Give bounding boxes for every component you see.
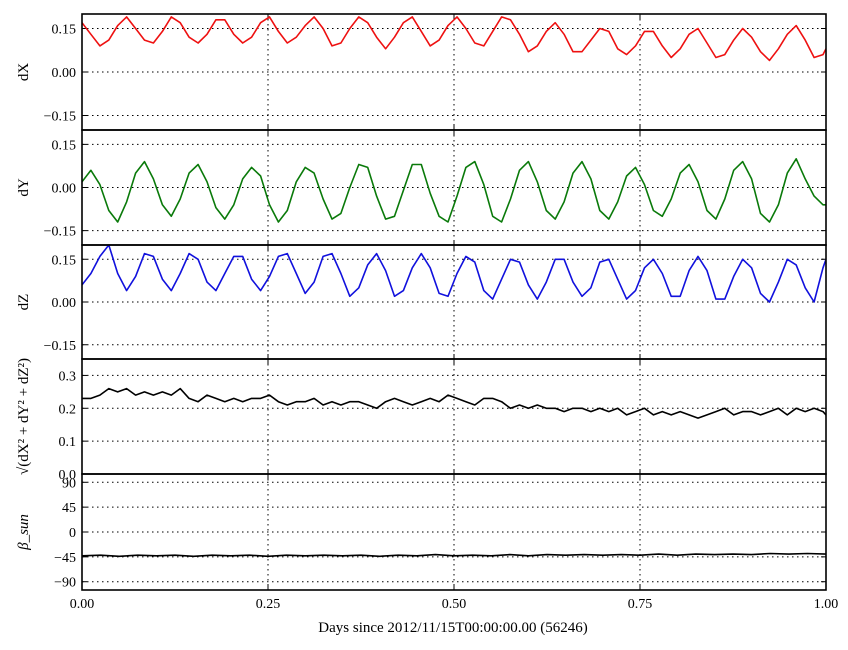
series-line-panel-2 <box>82 158 826 223</box>
y-axis-label: dX <box>16 63 32 82</box>
panel-frame <box>81 358 827 475</box>
y-tick-label: 0.0 <box>59 468 77 483</box>
panel-3: −0.15 0.00 0.15 dZ <box>16 244 827 360</box>
x-tick-label: 0.75 <box>628 597 653 612</box>
panel-5: −90 −45 0 45 90 β_sun <box>16 473 827 591</box>
panel-frame <box>81 473 827 591</box>
y-tick-label: 90 <box>62 476 76 491</box>
y-tick-label: 0.00 <box>52 182 77 197</box>
y-tick-label: 0.3 <box>59 369 77 384</box>
y-tick-label: −0.15 <box>44 110 76 125</box>
x-tick-label: 0.00 <box>70 597 95 612</box>
y-tick-label: −90 <box>54 576 76 591</box>
y-tick-label: 0.00 <box>52 296 77 311</box>
y-tick-label: 0.00 <box>52 66 77 81</box>
y-tick-label: −0.15 <box>44 339 76 354</box>
series-line-panel-3 <box>82 245 826 303</box>
panel-2: −0.15 0.00 0.15 dY <box>16 129 827 246</box>
panel-frame <box>81 244 827 360</box>
y-tick-label: 0 <box>69 526 76 541</box>
y-tick-label: 45 <box>62 501 76 516</box>
y-tick-label: −0.15 <box>44 225 76 240</box>
y-axis-label: √(dX² + dY² + dZ²) <box>16 358 32 475</box>
chart-panels: −0.150.000.15dX−0.150.000.15dY−0.150.000… <box>16 13 839 612</box>
y-axis-label: dZ <box>16 294 32 311</box>
y-axis-label: dY <box>16 178 32 197</box>
panel-4: 0.0 0.1 0.2 0.3 √(dX² + dY² + dZ²) <box>16 358 827 483</box>
x-tick-label: 0.50 <box>442 597 467 612</box>
x-tick-label: 1.00 <box>814 597 839 612</box>
y-tick-label: 0.1 <box>59 435 77 450</box>
panel-frame <box>81 129 827 246</box>
y-tick-label: 0.2 <box>59 402 77 417</box>
y-tick-label: 0.15 <box>52 253 77 268</box>
x-axis-label: Days since 2012/11/15T00:00:00.00 (56246… <box>318 620 587 636</box>
y-tick-label: 0.15 <box>52 138 77 153</box>
y-tick-label: −45 <box>54 551 76 566</box>
series-line-panel-1 <box>82 16 826 62</box>
panel-frame <box>81 13 827 131</box>
panel-1: −0.15 0.00 0.15 dX <box>16 13 827 131</box>
y-tick-label: 0.15 <box>52 23 77 38</box>
x-tick-label: 0.25 <box>256 597 281 612</box>
series-line-panel-4 <box>82 387 826 419</box>
series-line-panel-5 <box>82 552 826 558</box>
y-axis-label: β_sun <box>16 514 32 551</box>
